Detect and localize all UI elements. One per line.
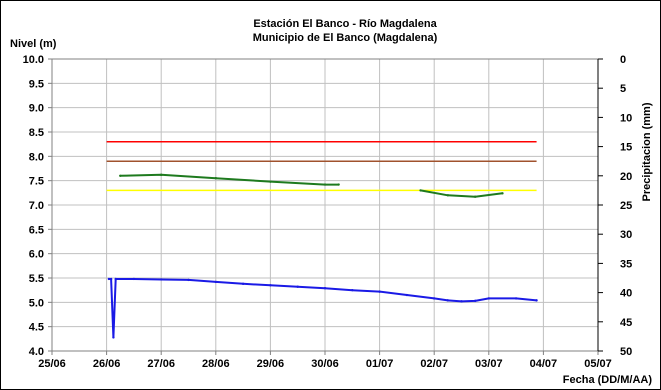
series-point — [323, 287, 327, 290]
x-axis-label: Fecha (DD/M/AA) — [563, 374, 653, 386]
y2-tick-label: 20 — [620, 171, 632, 183]
series-line — [108, 278, 537, 339]
y-tick-label: 4.5 — [29, 322, 44, 334]
series-point — [107, 277, 111, 281]
series-point — [241, 282, 245, 286]
series-point — [473, 299, 477, 303]
series-point — [460, 300, 463, 303]
series-point — [351, 288, 354, 292]
series-point — [405, 293, 409, 297]
x-tick-label: 02/07 — [420, 358, 448, 370]
series-line — [120, 173, 339, 186]
y-tick-label: 6.5 — [29, 224, 44, 236]
series-point — [112, 336, 115, 339]
x-tick-label: 05/07 — [584, 358, 612, 370]
y-tick-label: 5.5 — [29, 273, 44, 285]
y2-tick-label: 5 — [620, 83, 626, 95]
series-point — [269, 180, 272, 183]
series-point — [214, 177, 217, 180]
series-line — [420, 189, 503, 198]
series-point — [419, 189, 422, 192]
x-tick-label: 29/06 — [257, 358, 285, 370]
y2-tick-label: 25 — [620, 200, 632, 212]
y-tick-label: 7.5 — [29, 176, 44, 188]
chart-subtitle: Municipio de El Banco (Magdalena) — [253, 32, 438, 44]
series-point — [487, 297, 490, 300]
series-point — [323, 183, 327, 186]
series-point — [473, 195, 477, 198]
y-tick-label: 6.0 — [29, 249, 44, 261]
y-tick-label: 9.0 — [29, 103, 44, 115]
y-tick-label: 9.5 — [29, 78, 44, 90]
series-point — [109, 277, 113, 281]
y2-tick-label: 15 — [620, 142, 632, 154]
series-point — [160, 278, 163, 281]
y2-tick-label: 10 — [620, 112, 632, 124]
series-point — [501, 192, 504, 195]
series-point — [378, 290, 381, 293]
series-point — [446, 299, 450, 302]
x-tick-label: 01/07 — [366, 358, 394, 370]
series-point — [119, 174, 122, 177]
series-point — [446, 194, 450, 197]
series-point — [269, 284, 272, 287]
y-tick-label: 7.0 — [29, 200, 44, 212]
x-tick-label: 04/07 — [530, 358, 558, 370]
series-point — [535, 299, 538, 302]
y2-tick-label: 45 — [620, 317, 632, 329]
y2-axis-label: Precipitacion (mm) — [641, 102, 653, 201]
y2-tick-label: 30 — [620, 229, 632, 241]
series-point — [132, 277, 136, 281]
y2-tick-label: 35 — [620, 258, 632, 270]
x-tick-label: 03/07 — [475, 358, 503, 370]
x-tick-label: 28/06 — [202, 358, 230, 370]
y-tick-label: 5.0 — [29, 297, 44, 309]
series-point — [514, 297, 518, 300]
x-tick-label: 26/06 — [93, 358, 121, 370]
y-tick-label: 8.5 — [29, 127, 44, 139]
y-tick-label: 10.0 — [23, 54, 44, 66]
y2-tick-label: 0 — [620, 54, 626, 66]
series-point — [214, 280, 217, 284]
y2-tick-label: 40 — [620, 288, 632, 300]
series-point — [296, 285, 299, 288]
x-tick-label: 27/06 — [147, 358, 175, 370]
y2-tick-label: 50 — [620, 346, 632, 358]
series-point — [160, 173, 163, 177]
y-tick-label: 8.0 — [29, 151, 44, 163]
series-point — [114, 277, 117, 281]
series-point — [337, 183, 340, 186]
x-tick-label: 30/06 — [311, 358, 339, 370]
y-axis-label: Nivel (m) — [10, 38, 57, 50]
series-point — [187, 278, 190, 282]
chart-title: Estación El Banco - Río Magdalena — [253, 18, 437, 30]
series-point — [433, 297, 436, 300]
x-tick-label: 25/06 — [38, 358, 66, 370]
y-tick-label: 4.0 — [29, 346, 44, 358]
